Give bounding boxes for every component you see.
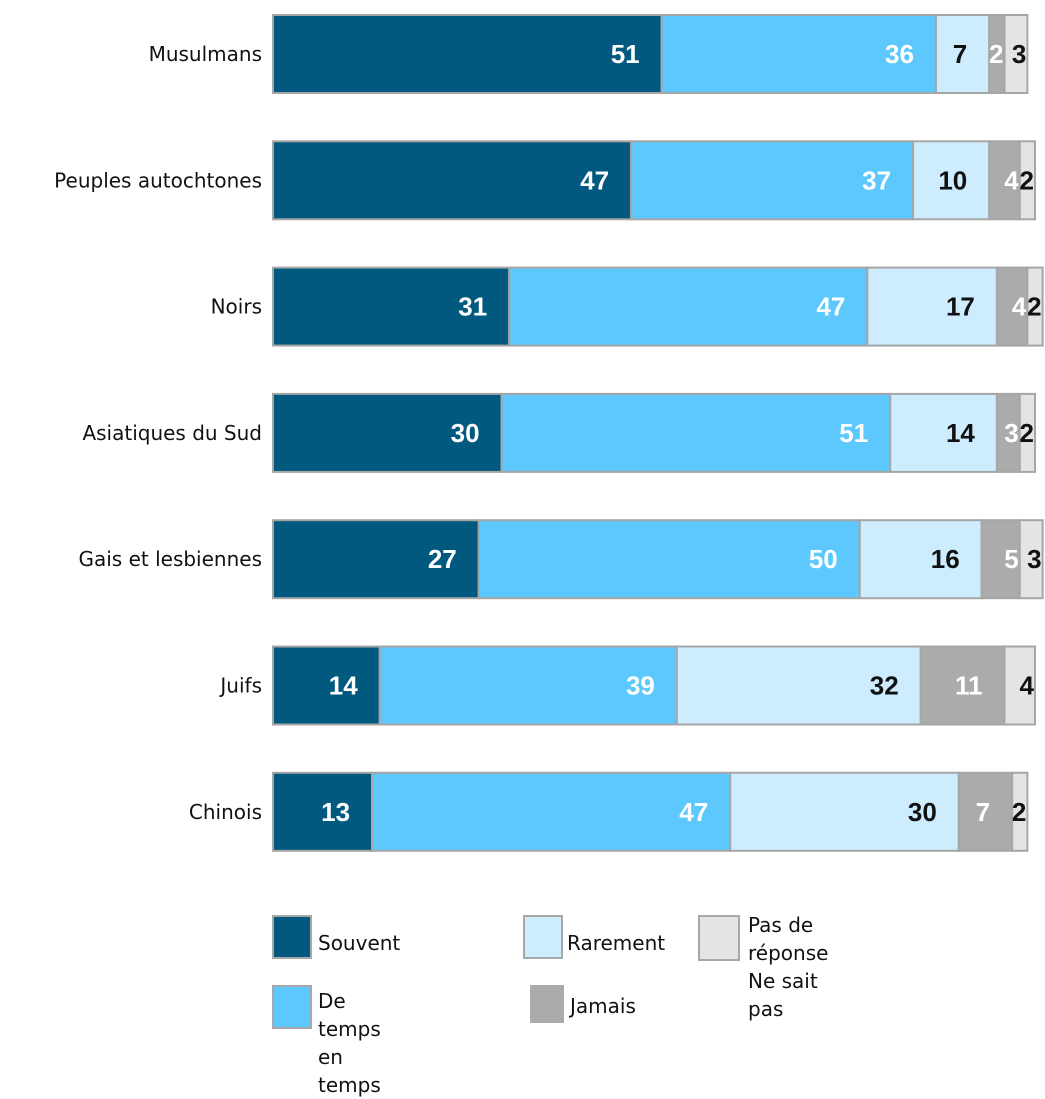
data-label-juifs-jamais: 11 — [955, 671, 983, 701]
legend-label-de-temps-en-temps-line1: De temps en — [318, 989, 381, 1069]
bar-segment-chinois-souvent — [272, 771, 374, 852]
bar-segment-chinois-rarement — [729, 771, 960, 852]
bar-segment-juifs-pas-de-reponse-ne-sait-pas — [1003, 645, 1037, 726]
bar-segment-chinois-de-temps-en-temps — [371, 771, 732, 852]
bar-segment-musulmans-souvent — [272, 14, 663, 94]
bar-segment-asiatiques-du-sud-de-temps-en-temps — [500, 392, 892, 473]
data-label-noirs-souvent: 31 — [458, 292, 487, 322]
data-label-musulmans-souvent: 51 — [611, 39, 640, 69]
legend-swatch-de-temps-en-temps — [272, 985, 312, 1029]
data-label-peuples-autochtones-rarement: 10 — [938, 165, 967, 195]
legend-label-ne-sait-pas: Ne sait pas — [748, 969, 818, 1021]
data-label-gais-et-lesbiennes-jamais: 5 — [1004, 544, 1018, 574]
legend-swatch-jamais — [530, 985, 564, 1023]
category-label-gais-et-lesbiennes: Gais et lesbiennes — [78, 547, 262, 571]
data-label-peuples-autochtones-pas-de-reponse-ne-sait-pas: 2 — [1020, 165, 1034, 195]
category-label-asiatiques-du-sud: Asiatiques du Sud — [82, 421, 262, 445]
category-label-noirs: Noirs — [211, 295, 262, 319]
legend-item-de-temps-en-temps: De temps en temps — [272, 985, 381, 1099]
data-label-musulmans-rarement: 7 — [953, 39, 967, 69]
data-label-juifs-de-temps-en-temps: 39 — [626, 671, 655, 701]
bar-segment-juifs-de-temps-en-temps — [378, 645, 678, 726]
category-label-peuples-autochtones: Peuples autochtones — [54, 168, 262, 192]
category-label-chinois: Chinois — [189, 800, 262, 824]
data-label-chinois-pas-de-reponse-ne-sait-pas: 2 — [1012, 797, 1026, 827]
category-label-juifs: Juifs — [218, 674, 262, 698]
data-label-asiatiques-du-sud-souvent: 30 — [451, 418, 480, 448]
bar-segment-gais-et-lesbiennes-jamais — [980, 519, 1021, 600]
bar-segment-juifs-jamais — [919, 645, 1006, 726]
data-label-noirs-de-temps-en-temps: 47 — [816, 292, 845, 322]
bar-segment-musulmans-rarement — [934, 14, 991, 94]
data-label-asiatiques-du-sud-pas-de-reponse-ne-sait-pas: 2 — [1020, 418, 1034, 448]
data-label-gais-et-lesbiennes-de-temps-en-temps: 50 — [809, 544, 838, 574]
legend-swatch-rarement — [523, 915, 563, 959]
data-label-musulmans-pas-de-reponse-ne-sait-pas: 3 — [1012, 39, 1026, 69]
bar-segment-peuples-autochtones-jamais — [988, 140, 1021, 221]
legend-swatch-pas-de-reponse — [698, 915, 740, 961]
legend-item-jamais: Jamais — [530, 985, 636, 1023]
bar-segment-gais-et-lesbiennes-de-temps-en-temps — [477, 519, 861, 600]
bar-segment-asiatiques-du-sud-rarement — [889, 392, 998, 473]
bar-segment-juifs-souvent — [272, 645, 381, 726]
legend-swatch-souvent — [272, 915, 312, 959]
bar-segment-chinois-jamais — [957, 771, 1014, 852]
data-label-juifs-souvent: 14 — [329, 671, 358, 701]
bar-segment-noirs-souvent — [272, 266, 511, 347]
bar-segment-juifs-rarement — [675, 645, 922, 726]
data-label-peuples-autochtones-jamais: 4 — [1004, 165, 1019, 195]
legend-item-pas-de-reponse: Pas de réponse Ne sait pas — [698, 913, 828, 1023]
data-label-chinois-rarement: 30 — [908, 797, 937, 827]
bar-segment-noirs-de-temps-en-temps — [508, 266, 869, 347]
data-label-asiatiques-du-sud-rarement: 14 — [946, 418, 975, 448]
legend-label-souvent: Souvent — [318, 931, 401, 955]
data-label-asiatiques-du-sud-jamais: 3 — [1004, 418, 1018, 448]
data-label-chinois-jamais: 7 — [976, 797, 990, 827]
data-label-chinois-souvent: 13 — [321, 797, 350, 827]
bar-segment-noirs-rarement — [866, 266, 998, 347]
bar-segment-gais-et-lesbiennes-rarement — [858, 519, 983, 600]
data-label-noirs-pas-de-reponse-ne-sait-pas: 2 — [1027, 292, 1041, 322]
bar-segment-peuples-autochtones-rarement — [912, 140, 991, 221]
data-label-asiatiques-du-sud-de-temps-en-temps: 51 — [839, 418, 868, 448]
data-label-gais-et-lesbiennes-souvent: 27 — [428, 544, 457, 574]
legend-label-rarement: Rarement — [567, 931, 666, 955]
data-label-musulmans-de-temps-en-temps: 36 — [885, 39, 914, 69]
data-label-juifs-pas-de-reponse-ne-sait-pas: 4 — [1020, 671, 1035, 701]
legend-label-de-temps-en-temps-line2: temps — [318, 1073, 381, 1097]
data-label-juifs-rarement: 32 — [870, 671, 899, 701]
legend-label-pas-de-reponse: Pas de réponse — [748, 913, 829, 965]
category-label-musulmans: Musulmans — [149, 42, 262, 66]
legend-item-souvent: Souvent — [272, 915, 400, 959]
bar-segment-noirs-pas-de-reponse-ne-sait-pas — [1026, 266, 1044, 347]
data-label-peuples-autochtones-de-temps-en-temps: 37 — [862, 165, 891, 195]
data-label-noirs-rarement: 17 — [946, 292, 975, 322]
data-label-gais-et-lesbiennes-rarement: 16 — [931, 544, 960, 574]
data-label-gais-et-lesbiennes-pas-de-reponse-ne-sait-pas: 3 — [1027, 544, 1041, 574]
bar-segment-peuples-autochtones-pas-de-reponse-ne-sait-pas — [1018, 140, 1037, 221]
legend-label-jamais: Jamais — [570, 994, 636, 1018]
bar-segment-musulmans-de-temps-en-temps — [660, 14, 937, 94]
bar-segment-gais-et-lesbiennes-pas-de-reponse-ne-sait-pas — [1018, 519, 1044, 600]
bar-segment-peuples-autochtones-souvent — [272, 140, 633, 221]
data-label-peuples-autochtones-souvent: 47 — [580, 165, 609, 195]
data-label-chinois-de-temps-en-temps: 47 — [679, 797, 708, 827]
data-label-musulmans-jamais: 2 — [989, 39, 1003, 69]
bar-segment-musulmans-pas-de-reponse-ne-sait-pas — [1003, 14, 1029, 94]
bar-segment-chinois-pas-de-reponse-ne-sait-pas — [1011, 771, 1029, 852]
bar-segment-noirs-jamais — [995, 266, 1029, 347]
bar-segment-asiatiques-du-sud-pas-de-reponse-ne-sait-pas — [1018, 392, 1037, 473]
data-label-noirs-jamais: 4 — [1012, 292, 1027, 322]
legend-item-rarement: Rarement — [523, 915, 665, 959]
